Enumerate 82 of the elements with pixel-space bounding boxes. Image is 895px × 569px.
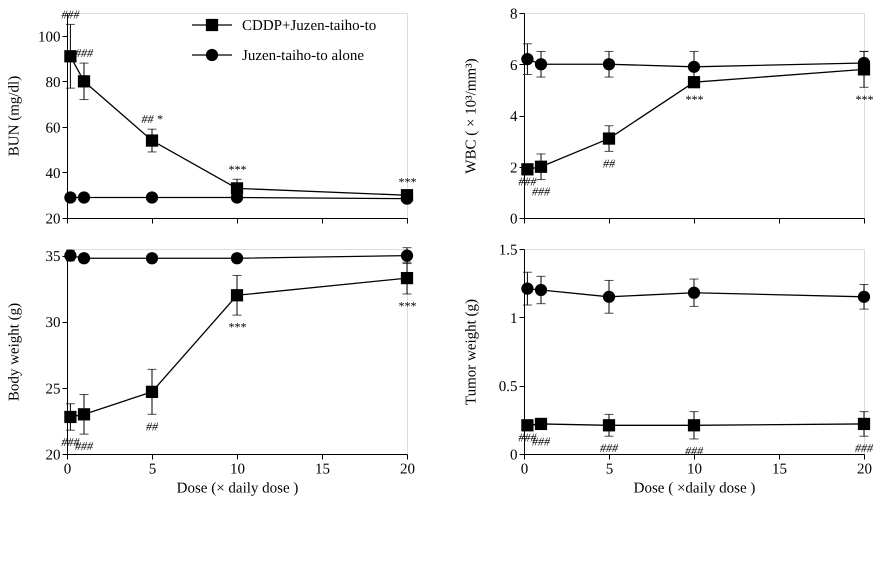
y-axis-title: Tumor weight (g) [464, 298, 480, 406]
point [146, 252, 158, 264]
point [534, 58, 548, 70]
x-tick-label: 20 [400, 462, 415, 478]
y-tick-label: 0 [510, 212, 518, 228]
data-label: ## * [142, 112, 162, 126]
x-tick-label: 15 [315, 462, 330, 478]
point [688, 286, 700, 299]
y-tick-label: 20 [46, 448, 60, 464]
y-tick-label: 25 [46, 381, 60, 398]
point [688, 419, 700, 432]
point [146, 191, 158, 204]
x-tick-label: 20 [857, 462, 872, 478]
point [64, 191, 77, 204]
x-tick-label: 0 [520, 462, 528, 478]
point [858, 418, 870, 430]
x-tick-label: 15 [772, 462, 787, 478]
x-tick-label: 0 [64, 462, 72, 478]
data-label: *** [855, 92, 873, 106]
data-label: *** [398, 298, 416, 313]
point [78, 75, 90, 88]
point [230, 252, 244, 264]
data-label: *** [228, 162, 246, 176]
y-tick-label: 60 [46, 120, 60, 136]
y-tick-label: 4 [510, 109, 518, 125]
data-label: ### [855, 441, 874, 456]
point [602, 419, 616, 432]
x-tick-label: 5 [606, 462, 614, 478]
point [521, 282, 534, 295]
point [78, 252, 90, 264]
data-label: ## [603, 156, 616, 170]
legend-label: Juzen-taiho-to alone [242, 48, 364, 64]
x-tick-label: 10 [230, 462, 245, 478]
y-tick-label: 35 [46, 249, 60, 266]
y-tick-label: 0.5 [498, 379, 518, 396]
point [521, 419, 534, 432]
y-tick-label: 20 [46, 212, 60, 228]
data-label: *** [685, 92, 703, 106]
point [602, 58, 616, 70]
point [64, 410, 77, 424]
point [146, 134, 158, 147]
y-axis-title: BUN (mg/dl) [6, 76, 22, 156]
point [602, 132, 616, 145]
point [78, 408, 90, 420]
y-axis-title: Body weight (g) [6, 302, 22, 402]
x-axis-title: Dose ( ×daily dose ) [634, 480, 756, 496]
y-tick-label: 0 [510, 448, 518, 464]
y-axis-title: WBC ( × 10³/mm³) [464, 58, 480, 174]
data-label: ### [532, 184, 551, 199]
x-tick-label: 5 [148, 462, 156, 478]
y-tick-label: 100 [38, 29, 60, 46]
point [534, 418, 548, 430]
point [230, 289, 244, 302]
data-label: ### [61, 7, 80, 22]
point [602, 290, 616, 303]
y-tick-label: 1.5 [498, 242, 518, 258]
point [146, 386, 158, 398]
point [688, 76, 700, 88]
point [688, 60, 700, 73]
y-tick-label: 8 [510, 6, 518, 22]
point [64, 50, 77, 62]
y-tick-label: 6 [510, 58, 518, 74]
data-label: ### [600, 441, 619, 456]
legend-label: CDDP+Juzen-taiho-to [242, 18, 376, 34]
point [521, 163, 534, 176]
data-label: *** [228, 320, 246, 334]
x-axis-title: Dose (× daily dose ) [176, 480, 298, 496]
data-label: *** [398, 174, 416, 189]
y-tick-label: 2 [510, 160, 518, 176]
point [858, 290, 870, 303]
data-label: ## [146, 419, 159, 434]
point [400, 250, 414, 262]
point [400, 272, 414, 284]
y-tick-label: 80 [46, 74, 60, 91]
y-tick-label: 30 [46, 315, 60, 332]
point [521, 53, 534, 66]
point [534, 284, 548, 296]
point [534, 160, 548, 173]
point [78, 191, 90, 204]
y-tick-label: 40 [46, 166, 60, 182]
x-tick-label: 10 [687, 462, 702, 478]
y-tick-label: 1 [510, 310, 518, 327]
